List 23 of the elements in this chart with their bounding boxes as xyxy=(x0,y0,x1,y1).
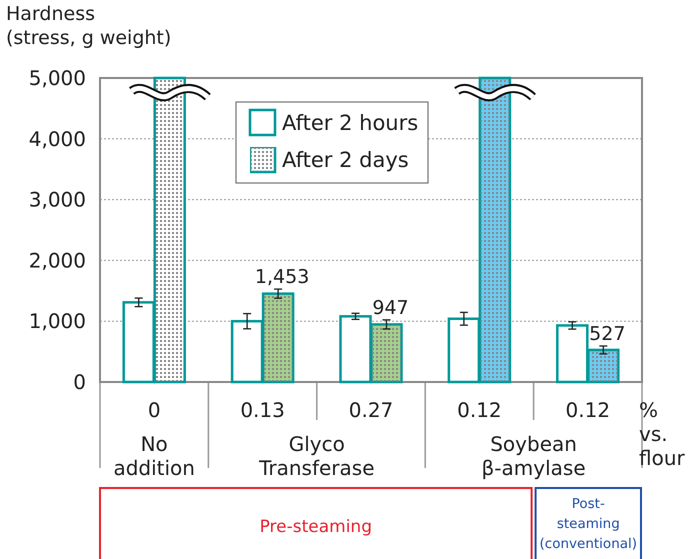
text: Soybean β-amylase xyxy=(482,432,586,480)
x-axis-title: % vs. flour xyxy=(639,398,686,470)
x-tick-label: 0.12 xyxy=(457,398,502,422)
data-label: 1,453 xyxy=(254,266,310,288)
y-tick-label: 3,000 xyxy=(28,188,86,212)
text: Glyco Transferase xyxy=(258,432,375,480)
x-tick-label: 0.12 xyxy=(566,398,610,422)
x-tick-label: 0.27 xyxy=(348,398,394,422)
legend-label: After 2 hours xyxy=(282,111,418,135)
y-tick-label: 4,000 xyxy=(28,126,86,151)
y-tick-label: 5,000 xyxy=(28,66,86,90)
y-axis-title: Hardness (stress, g weight) xyxy=(6,3,172,49)
text: Pre-steaming xyxy=(260,517,372,537)
text: Post-steaming (conventional) xyxy=(540,496,638,552)
y-tick-label: 1,000 xyxy=(28,309,86,334)
y-tick-label: 0 xyxy=(73,370,86,394)
x-tick-label: 0 xyxy=(148,398,161,422)
x-tick-label: 0.13 xyxy=(240,398,285,422)
text: No addition xyxy=(113,432,195,480)
data-label: 527 xyxy=(589,323,626,346)
y-tick-label: 2,000 xyxy=(28,248,86,272)
data-label: 947 xyxy=(372,296,409,319)
legend-label: After 2 days xyxy=(282,148,409,172)
